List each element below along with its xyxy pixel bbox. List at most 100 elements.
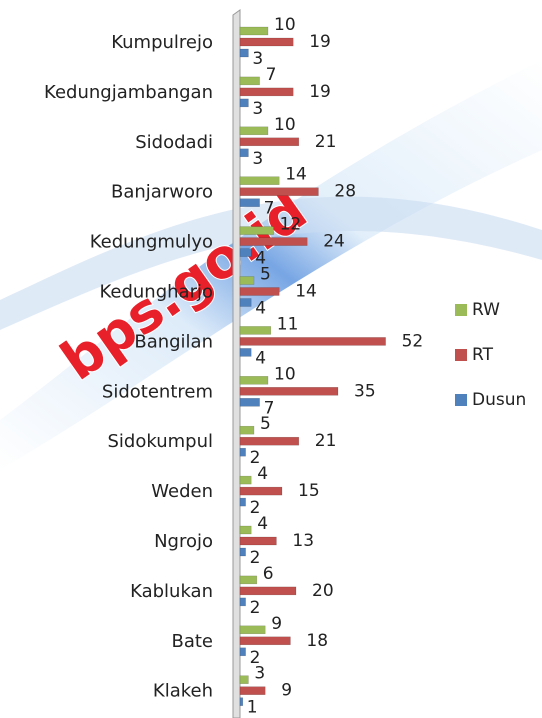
category-label: Kedungjambangan (44, 82, 213, 103)
legend-label: RW (472, 300, 500, 320)
bar (239, 376, 269, 385)
value-label: 21 (315, 132, 337, 152)
bar (239, 37, 294, 47)
value-label: 4 (257, 514, 268, 534)
value-label: 15 (298, 481, 320, 501)
bar (239, 237, 308, 246)
bar (239, 486, 283, 496)
value-label: 2 (250, 598, 261, 618)
value-label: 35 (354, 381, 376, 401)
value-label: 14 (295, 282, 317, 302)
value-label: 13 (292, 531, 314, 551)
value-label: 12 (280, 215, 302, 235)
value-label: 24 (323, 232, 345, 252)
bar (239, 398, 260, 407)
value-label: 4 (255, 348, 266, 368)
bar (239, 686, 266, 695)
value-label: 5 (260, 414, 271, 434)
bar (239, 597, 246, 607)
category-label: Klakeh (153, 681, 213, 702)
bar (239, 497, 246, 507)
category-label: Bate (171, 631, 213, 652)
value-label: 7 (264, 199, 275, 219)
background-swirl (0, 60, 542, 470)
value-label: 10 (274, 15, 296, 35)
category-label: Sidodadi (135, 132, 213, 153)
value-label: 5 (260, 265, 271, 285)
legend-swatch (455, 394, 467, 406)
bar (239, 647, 246, 657)
bar (239, 176, 280, 185)
bar (239, 547, 246, 557)
value-label: 11 (277, 314, 299, 334)
value-label: 19 (309, 32, 331, 52)
bar (239, 87, 294, 97)
value-label: 7 (264, 398, 275, 418)
category-label: Ngrojo (154, 531, 213, 552)
value-label: 9 (281, 681, 292, 701)
bar (239, 148, 249, 158)
category-label: Kedungmulyo (90, 232, 213, 253)
bar (239, 575, 258, 585)
legend-label: RT (472, 345, 494, 365)
value-label: 7 (266, 65, 277, 85)
bar (239, 326, 272, 335)
value-label: 9 (271, 614, 282, 634)
bar (239, 436, 300, 446)
bar (239, 248, 252, 257)
bar (239, 447, 246, 457)
bar (239, 348, 252, 357)
bar (239, 198, 260, 207)
legend-label: Dusun (472, 390, 526, 410)
value-label: 2 (250, 548, 261, 568)
bar (239, 697, 244, 706)
bar (239, 387, 339, 396)
bar (239, 636, 291, 646)
value-label: 4 (255, 249, 266, 269)
value-label: 20 (312, 581, 334, 601)
value-label: 28 (334, 182, 356, 202)
value-label: 3 (252, 149, 263, 169)
bar (239, 337, 386, 346)
bar (239, 675, 249, 684)
value-label: 4 (257, 464, 268, 484)
value-label: 4 (255, 299, 266, 319)
category-label: Kumpulrejo (111, 32, 213, 53)
plot: Kumpulrejo 10 19 3 Kedungjambangan 7 19 3 Sidoda… (44, 15, 423, 718)
bar (239, 98, 249, 108)
bar (239, 126, 269, 136)
background-swirl (0, 196, 542, 330)
value-label: 2 (250, 648, 261, 668)
legend-swatch (455, 304, 467, 316)
bar (239, 26, 269, 36)
bar (239, 276, 255, 285)
value-label: 6 (263, 564, 274, 584)
bar (239, 475, 252, 485)
value-label: 3 (254, 664, 265, 684)
value-label: 3 (252, 99, 263, 119)
category-label: Sidokumpul (107, 431, 213, 452)
bar (239, 536, 277, 546)
axis-wall (232, 9, 241, 718)
legend-swatch (455, 349, 467, 361)
value-label: 19 (309, 82, 331, 102)
value-label: 2 (250, 498, 261, 518)
bar (239, 48, 249, 58)
category-label: Bangilan (134, 331, 213, 352)
value-label: 10 (274, 364, 296, 384)
category-label: Kedungharjo (99, 282, 213, 303)
bar (239, 76, 260, 86)
value-label: 21 (315, 431, 337, 451)
value-label: 3 (252, 49, 263, 69)
bar (239, 425, 255, 435)
bar (239, 525, 252, 535)
bar (239, 298, 252, 307)
category-label: Kablukan (130, 581, 213, 602)
value-label: 14 (285, 165, 307, 185)
bar (239, 586, 297, 596)
bar (239, 625, 266, 635)
value-label: 2 (250, 448, 261, 468)
bar (239, 137, 300, 147)
bar (239, 187, 319, 196)
